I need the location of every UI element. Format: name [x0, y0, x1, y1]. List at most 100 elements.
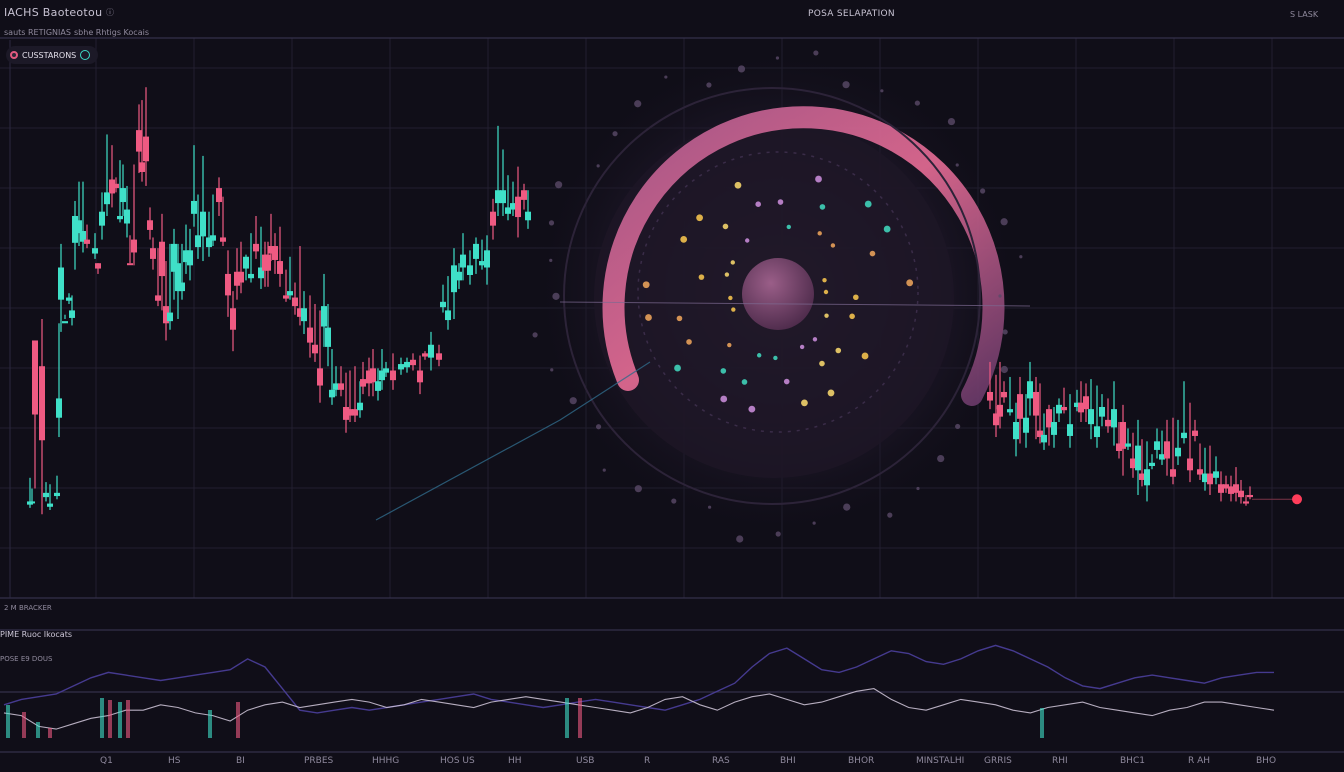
candle-body	[292, 297, 298, 307]
candle-body	[1218, 484, 1224, 493]
orbit-dot	[906, 279, 914, 287]
candle-body	[1061, 406, 1067, 411]
x-axis-label: HH	[508, 756, 522, 766]
outer-particle	[664, 75, 668, 79]
orbit-dot	[835, 347, 842, 354]
orbit-dot	[799, 344, 805, 350]
trend-line	[375, 361, 651, 521]
candle-body	[1228, 486, 1234, 494]
candle-body	[124, 209, 130, 224]
candle-body	[370, 368, 376, 383]
orbit-dot	[728, 295, 733, 301]
candle-body	[1116, 443, 1122, 451]
outer-particle	[612, 131, 618, 137]
candle-body	[136, 130, 142, 152]
candle-body	[993, 413, 999, 426]
candle-body	[80, 231, 86, 242]
orbit-dot	[812, 337, 818, 342]
outer-particle	[775, 56, 780, 60]
candle-body	[143, 136, 149, 162]
volume-bar	[126, 700, 130, 738]
candle-body	[243, 256, 249, 269]
outer-particle	[916, 486, 920, 491]
orbit-dot	[674, 364, 681, 372]
outer-particle	[812, 521, 816, 525]
candle-body	[525, 211, 531, 221]
candle-body	[383, 368, 389, 373]
info-icon[interactable]: ⓘ	[106, 8, 114, 17]
candle-body	[191, 200, 197, 214]
candle-body	[66, 297, 72, 301]
candle-body	[248, 273, 254, 279]
candle-body	[404, 361, 410, 368]
candle-body	[1074, 402, 1080, 407]
x-axis-label: RHI	[1052, 756, 1068, 766]
candle-body	[333, 383, 339, 390]
record-icon	[10, 51, 18, 59]
candle-body	[47, 503, 53, 507]
outer-particle	[880, 89, 884, 93]
candle-body	[1192, 430, 1198, 436]
x-axis-label: Q1	[100, 756, 113, 766]
orbit-dot	[730, 260, 735, 265]
orbit-dot	[727, 342, 732, 348]
candle-body	[127, 263, 133, 266]
candle-body	[375, 381, 381, 391]
candle-body	[195, 235, 201, 248]
candle-body	[329, 389, 335, 398]
outer-particle	[1019, 255, 1023, 259]
volume-bar	[1040, 708, 1044, 738]
x-axis-label: BHC1	[1120, 756, 1145, 766]
candle-body	[1135, 445, 1141, 471]
candle-body	[225, 273, 231, 296]
candle-body	[417, 370, 423, 383]
header-subtitle-2: sbhe Rhtigs Kocais	[74, 28, 149, 37]
x-axis-label: BHO	[1256, 756, 1276, 766]
outer-particle	[955, 163, 959, 167]
x-axis-label: HS	[168, 756, 181, 766]
candle-body	[1033, 391, 1039, 416]
candle-body	[1181, 432, 1187, 439]
candle-body	[366, 370, 372, 384]
candle-body	[92, 248, 98, 254]
orbit-dot	[817, 231, 822, 236]
indicator-line	[3, 644, 1274, 714]
outer-particle	[706, 82, 712, 88]
candle-body	[1247, 494, 1253, 498]
candle-body	[1149, 462, 1155, 467]
orbit-dot	[734, 181, 742, 189]
symbol-badge[interactable]: CUSSTARONS	[6, 46, 99, 64]
candle-body	[1233, 484, 1239, 493]
outer-particle	[1002, 329, 1008, 335]
orbit-dot	[686, 339, 692, 345]
outer-particle	[532, 332, 538, 338]
outer-particle	[937, 454, 945, 463]
indicator-panel	[3, 644, 1275, 738]
x-axis-label: HOS US	[440, 756, 475, 766]
candle-body	[54, 492, 60, 497]
core-sphere	[742, 258, 814, 330]
orbit-dot	[724, 272, 730, 277]
orbit-dot	[783, 378, 790, 385]
candle-body	[43, 492, 49, 498]
orbit-dot	[815, 175, 822, 183]
candle-body	[230, 308, 236, 330]
candle-body	[72, 215, 78, 243]
orbit-dot	[777, 199, 784, 205]
candle-body	[297, 308, 303, 317]
candle-body	[1001, 391, 1007, 398]
outer-particle	[1000, 218, 1008, 226]
orbit-dot	[731, 307, 736, 312]
outer-particle	[550, 368, 554, 372]
volume-bar	[578, 698, 582, 738]
candle-body	[1197, 469, 1203, 475]
outer-particle	[549, 258, 553, 263]
orbit-dot	[786, 224, 792, 230]
last-price-dot	[1292, 494, 1302, 505]
candle-body	[120, 188, 126, 203]
volume-label: 2 M BRACKER	[4, 604, 52, 612]
candle-body	[1041, 434, 1047, 443]
candle-body	[307, 327, 313, 343]
outer-particle	[595, 424, 602, 430]
